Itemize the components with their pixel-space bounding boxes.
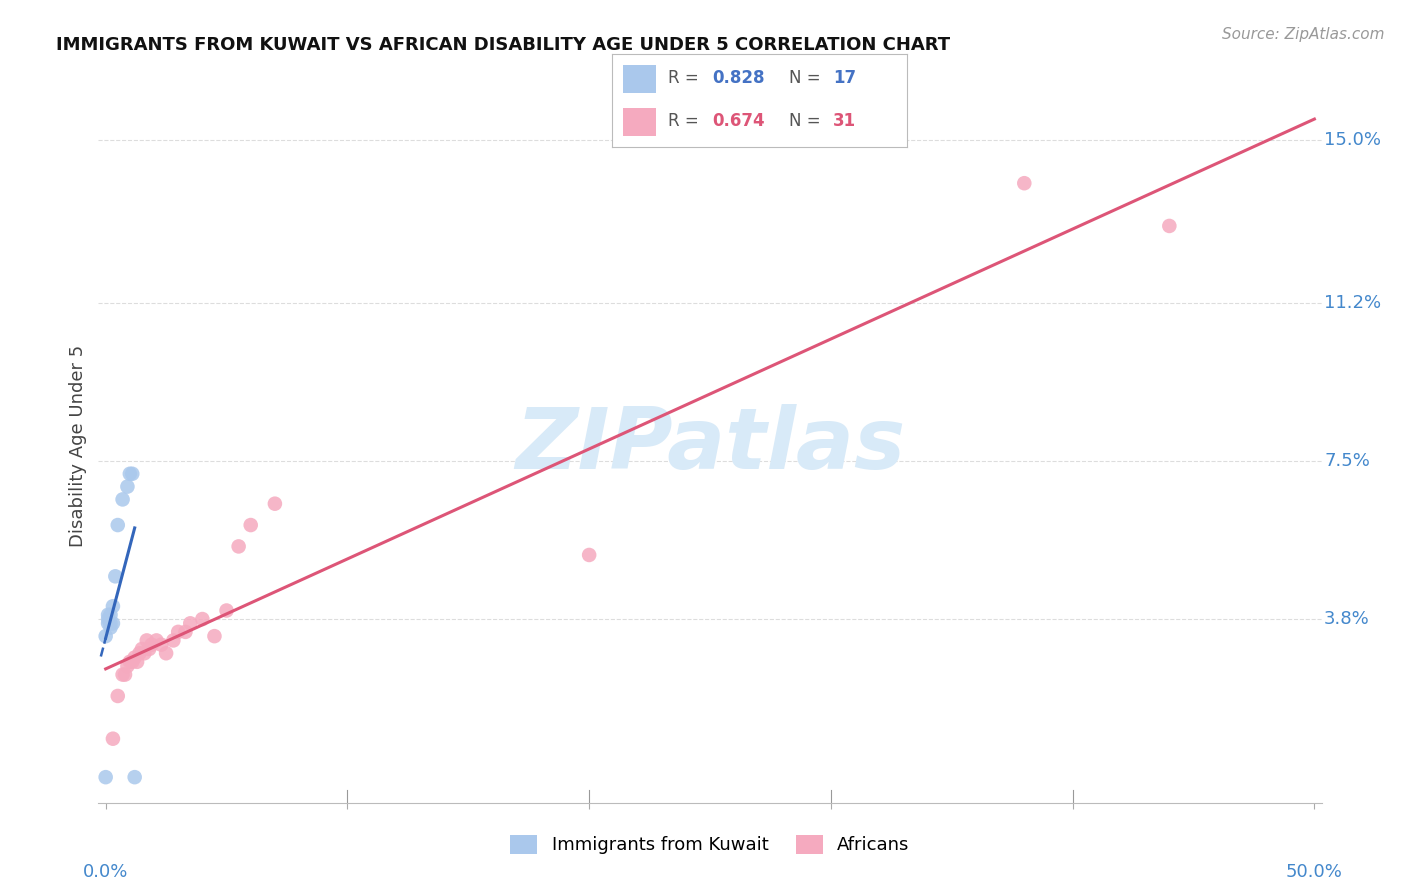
Text: 17: 17: [832, 69, 856, 87]
Legend: Immigrants from Kuwait, Africans: Immigrants from Kuwait, Africans: [503, 828, 917, 862]
Text: Source: ZipAtlas.com: Source: ZipAtlas.com: [1222, 27, 1385, 42]
Point: [124, 770, 146, 784]
Text: R =: R =: [668, 69, 704, 87]
Point: [111, 667, 134, 681]
Text: R =: R =: [668, 112, 704, 130]
Point: [1014, 176, 1036, 190]
Point: [121, 467, 143, 481]
Point: [135, 633, 157, 648]
Point: [134, 646, 156, 660]
Text: 0.0%: 0.0%: [83, 863, 128, 880]
Bar: [623, 108, 655, 136]
Point: [145, 633, 167, 648]
Point: [94, 770, 117, 784]
Point: [111, 492, 134, 507]
Point: [117, 480, 139, 494]
Point: [128, 646, 150, 660]
Point: [100, 621, 122, 635]
Text: N =: N =: [789, 69, 825, 87]
Point: [215, 603, 238, 617]
Point: [100, 616, 122, 631]
Bar: [623, 65, 655, 93]
Point: [578, 548, 600, 562]
Point: [97, 607, 120, 622]
Text: 3.8%: 3.8%: [1324, 610, 1369, 628]
Point: [107, 689, 129, 703]
Point: [94, 629, 117, 643]
Point: [138, 642, 160, 657]
Text: 7.5%: 7.5%: [1324, 452, 1369, 470]
Text: 50.0%: 50.0%: [1286, 863, 1343, 880]
Text: 0.674: 0.674: [711, 112, 765, 130]
Point: [131, 642, 153, 657]
Point: [100, 607, 122, 622]
Point: [204, 629, 226, 643]
Text: 31: 31: [832, 112, 856, 130]
Point: [118, 655, 141, 669]
Point: [118, 467, 141, 481]
Point: [150, 638, 173, 652]
Text: N =: N =: [789, 112, 825, 130]
Point: [107, 518, 129, 533]
Point: [127, 655, 149, 669]
Point: [124, 650, 146, 665]
Point: [114, 667, 136, 681]
Point: [101, 599, 124, 614]
Point: [141, 638, 163, 652]
Point: [121, 655, 143, 669]
Point: [101, 616, 124, 631]
Point: [101, 731, 124, 746]
Point: [174, 624, 197, 639]
Point: [264, 497, 287, 511]
Point: [179, 616, 201, 631]
Text: 15.0%: 15.0%: [1324, 131, 1381, 150]
Point: [167, 624, 190, 639]
Text: 11.2%: 11.2%: [1324, 293, 1381, 312]
Point: [117, 659, 139, 673]
Text: 0.828: 0.828: [711, 69, 765, 87]
Point: [1159, 219, 1181, 233]
Point: [155, 646, 177, 660]
Y-axis label: Disability Age Under 5: Disability Age Under 5: [69, 345, 87, 547]
Point: [228, 540, 250, 554]
Point: [97, 612, 120, 626]
Point: [97, 616, 120, 631]
Point: [239, 518, 262, 533]
Point: [162, 633, 184, 648]
Point: [191, 612, 214, 626]
Point: [104, 569, 127, 583]
Text: IMMIGRANTS FROM KUWAIT VS AFRICAN DISABILITY AGE UNDER 5 CORRELATION CHART: IMMIGRANTS FROM KUWAIT VS AFRICAN DISABI…: [56, 36, 950, 54]
Text: ZIPatlas: ZIPatlas: [515, 404, 905, 488]
